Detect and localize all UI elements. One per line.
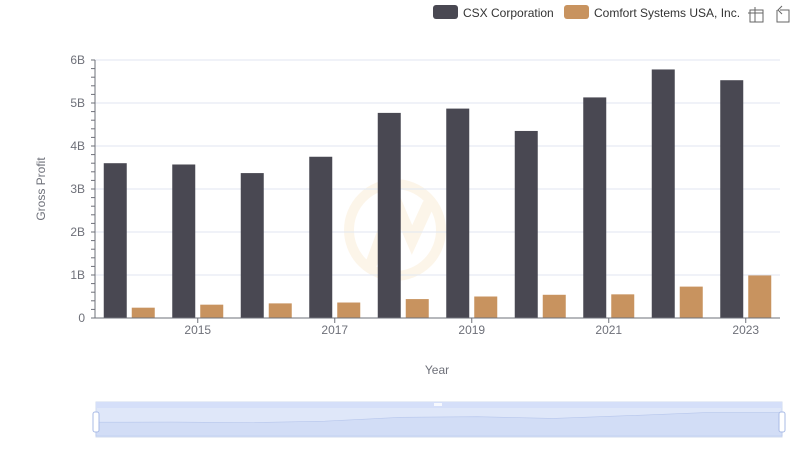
x-tick-label: 2021 — [595, 323, 622, 337]
legend: CSX Corporation Comfort Systems USA, Inc… — [433, 5, 740, 20]
x-tick-label: 2015 — [184, 323, 211, 337]
y-tick-label: 2B — [70, 225, 85, 239]
y-tick-label: 5B — [70, 96, 85, 110]
legend-swatch-csx — [433, 5, 458, 19]
slider-handle-left[interactable] — [92, 411, 100, 433]
bar-comfort-systems-2022[interactable] — [679, 286, 703, 318]
y-tick-label: 0 — [78, 311, 85, 325]
legend-item-csx[interactable]: CSX Corporation — [433, 5, 554, 20]
bar-comfort-systems-2014[interactable] — [131, 307, 155, 318]
bar-csx-2019[interactable] — [446, 108, 470, 318]
x-tick-labels: 2015 2017 2019 2021 2023 — [184, 318, 759, 337]
bar-comfort-systems-2016[interactable] — [268, 303, 292, 318]
x-axis-title: Year — [425, 363, 449, 377]
bar-comfort-systems-2023[interactable] — [748, 275, 772, 318]
bar-comfort-systems-2018[interactable] — [405, 299, 429, 318]
bar-comfort-systems-2020[interactable] — [542, 294, 566, 318]
y-tick-label: 1B — [70, 268, 85, 282]
bar-comfort-systems-2017[interactable] — [337, 302, 361, 318]
data-zoom-slider[interactable] — [92, 401, 786, 438]
slider-move-handle[interactable] — [434, 403, 442, 406]
y-tick-label: 3B — [70, 182, 85, 196]
bar-csx-2014[interactable] — [103, 163, 127, 318]
bar-csx-2018[interactable] — [377, 112, 401, 318]
bar-csx-2015[interactable] — [172, 164, 196, 318]
x-tick-label: 2017 — [321, 323, 348, 337]
y-tick-label: 6B — [70, 53, 85, 67]
restore-icon[interactable] — [776, 5, 790, 23]
zoom-select-icon[interactable] — [748, 7, 764, 23]
bar-csx-2023[interactable] — [720, 80, 744, 319]
bar-comfort-systems-2021[interactable] — [611, 294, 635, 318]
y-tick-labels: 0 1B 2B 3B 4B 5B 6B — [70, 53, 85, 325]
x-tick-label: 2019 — [458, 323, 485, 337]
legend-item-comfort-systems[interactable]: Comfort Systems USA, Inc. — [564, 5, 740, 20]
bar-csx-2021[interactable] — [583, 97, 607, 318]
bar-csx-2022[interactable] — [651, 69, 675, 319]
y-axis-title: Gross Profit — [34, 157, 48, 221]
legend-label-csx: CSX Corporation — [463, 6, 554, 20]
slider-handle-right[interactable] — [778, 411, 786, 433]
y-tick-label: 4B — [70, 139, 85, 153]
bar-csx-2016[interactable] — [240, 173, 264, 318]
bar-csx-2017[interactable] — [309, 156, 333, 318]
bar-csx-2020[interactable] — [514, 130, 538, 318]
bar-comfort-systems-2015[interactable] — [200, 304, 224, 318]
y-minor-ticks — [91, 59, 95, 319]
legend-label-comfort-systems: Comfort Systems USA, Inc. — [594, 6, 740, 20]
x-tick-label: 2023 — [732, 323, 759, 337]
legend-swatch-comfort-systems — [564, 5, 589, 19]
slider-selection[interactable] — [96, 408, 782, 437]
bar-comfort-systems-2019[interactable] — [474, 296, 498, 319]
bars — [103, 69, 772, 319]
